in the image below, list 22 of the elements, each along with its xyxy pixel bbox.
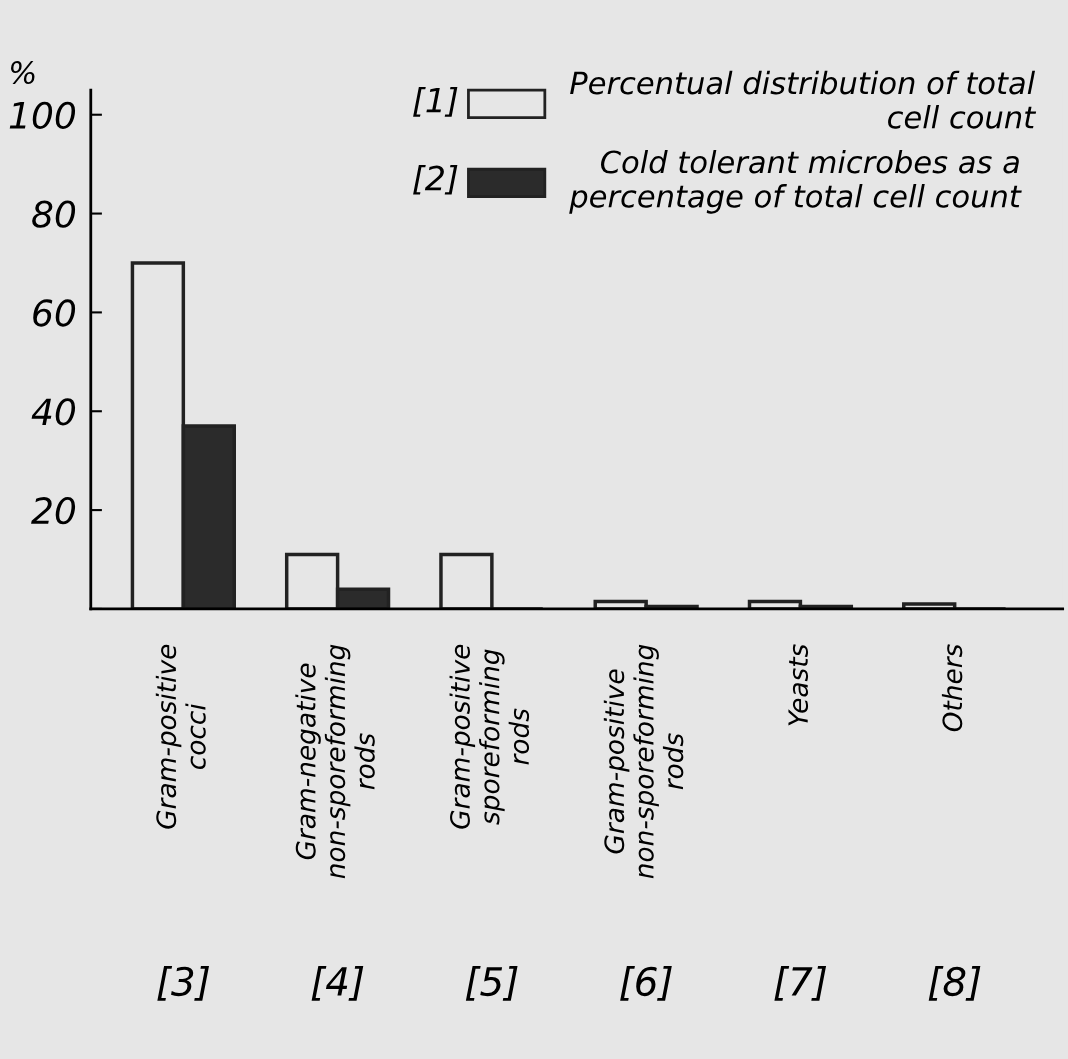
- text: [6]: [620, 966, 672, 1001]
- y-tick-label: 80: [32, 200, 76, 228]
- text: [7]: [774, 966, 827, 1001]
- x-tick-label: Gram-negative non-sporeforming rods: [295, 644, 375, 879]
- y-axis-title: %: [11, 60, 35, 85]
- y-tick-label: 40: [31, 398, 76, 426]
- annotation: [2]: [413, 164, 458, 195]
- x-tick-label: Gram-positive non-sporeforming rods: [603, 644, 684, 879]
- x-tick-label: Gram-positive cocci: [155, 644, 206, 829]
- legend-label: Percentual distribution of total cell count: [570, 70, 1037, 129]
- x-tick-label: Gram-positive sporeforming rods: [449, 644, 530, 829]
- x-tick-label: Others: [941, 644, 963, 732]
- text: [8]: [928, 966, 981, 1001]
- text: [3]: [157, 966, 210, 1001]
- x-tick-label: Yeasts: [788, 644, 809, 726]
- y-tick-label: 60: [33, 299, 76, 327]
- y-tick-label: 20: [31, 497, 76, 525]
- legend-label: Cold tolerant microbes as a percentage of total cell count: [569, 149, 1022, 214]
- text: [5]: [465, 966, 518, 1001]
- text: [4]: [311, 966, 364, 1001]
- annotation: [1]: [413, 87, 458, 117]
- y-tick-label: 100: [9, 101, 76, 129]
